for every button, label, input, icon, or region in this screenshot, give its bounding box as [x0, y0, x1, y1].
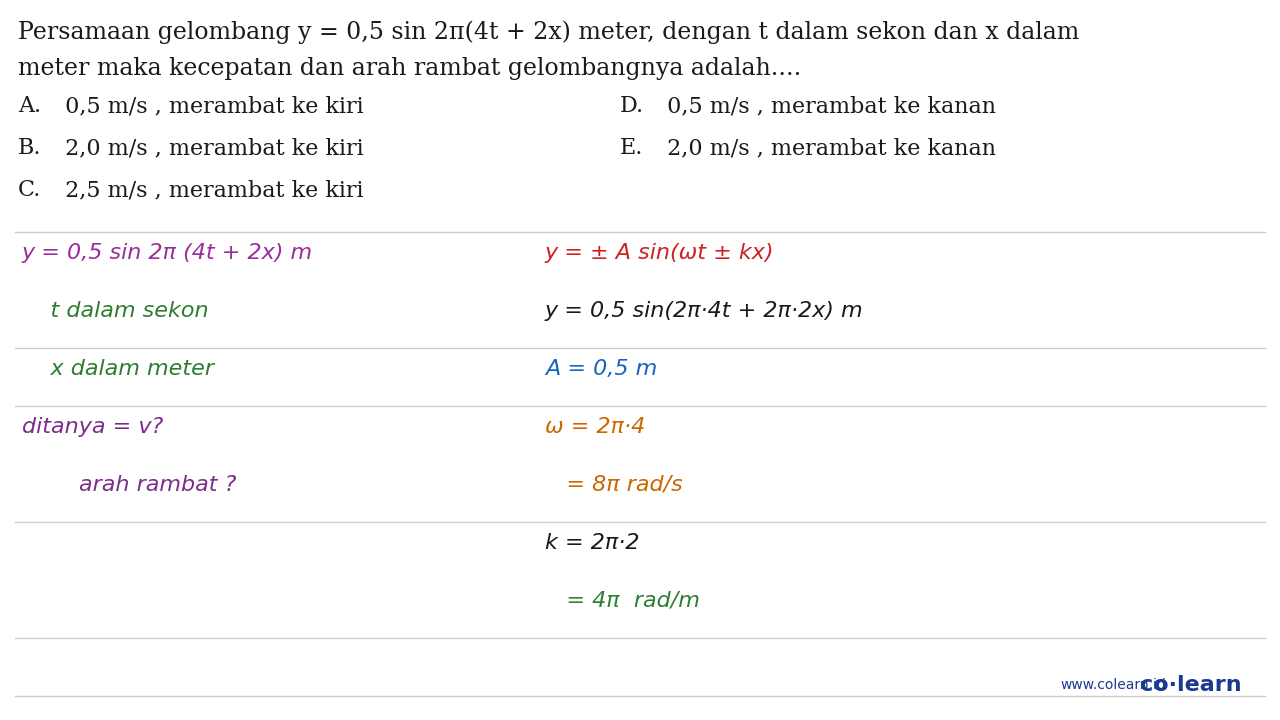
Text: 2,5 m/s , merambat ke kiri: 2,5 m/s , merambat ke kiri	[58, 179, 364, 201]
Text: y = 0,5 sin 2π (4t + 2x) m: y = 0,5 sin 2π (4t + 2x) m	[22, 243, 314, 263]
Text: meter maka kecepatan dan arah rambat gelombangnya adalah....: meter maka kecepatan dan arah rambat gel…	[18, 57, 801, 80]
Text: C.: C.	[18, 179, 41, 201]
Text: E.: E.	[620, 137, 644, 159]
Text: = 8π rad/s: = 8π rad/s	[545, 475, 682, 495]
Text: 0,5 m/s , merambat ke kiri: 0,5 m/s , merambat ke kiri	[58, 95, 364, 117]
Text: B.: B.	[18, 137, 41, 159]
Text: t dalam sekon: t dalam sekon	[22, 301, 209, 321]
Text: ditanya = v?: ditanya = v?	[22, 417, 164, 437]
Text: A = 0,5 m: A = 0,5 m	[545, 359, 657, 379]
Text: = 4π  rad/m: = 4π rad/m	[545, 591, 700, 611]
Text: y = ± A sin(ωt ± kx): y = ± A sin(ωt ± kx)	[545, 243, 774, 263]
Text: arah rambat ?: arah rambat ?	[22, 475, 237, 495]
Text: x dalam meter: x dalam meter	[22, 359, 214, 379]
Text: Persamaan gelombang y = 0,5 sin 2π(4t + 2x) meter, dengan t dalam sekon dan x da: Persamaan gelombang y = 0,5 sin 2π(4t + …	[18, 20, 1079, 43]
Text: 2,0 m/s , merambat ke kiri: 2,0 m/s , merambat ke kiri	[58, 137, 364, 159]
Text: A.: A.	[18, 95, 41, 117]
Text: ω = 2π·4: ω = 2π·4	[545, 417, 645, 437]
Text: k = 2π·2: k = 2π·2	[545, 533, 640, 553]
Text: D.: D.	[620, 95, 644, 117]
Text: y = 0,5 sin(2π·4t + 2π·2x) m: y = 0,5 sin(2π·4t + 2π·2x) m	[545, 301, 864, 321]
Text: co·learn: co·learn	[1140, 675, 1242, 695]
Text: 2,0 m/s , merambat ke kanan: 2,0 m/s , merambat ke kanan	[660, 137, 996, 159]
Text: 0,5 m/s , merambat ke kanan: 0,5 m/s , merambat ke kanan	[660, 95, 996, 117]
Text: www.colearn.id: www.colearn.id	[1060, 678, 1166, 692]
